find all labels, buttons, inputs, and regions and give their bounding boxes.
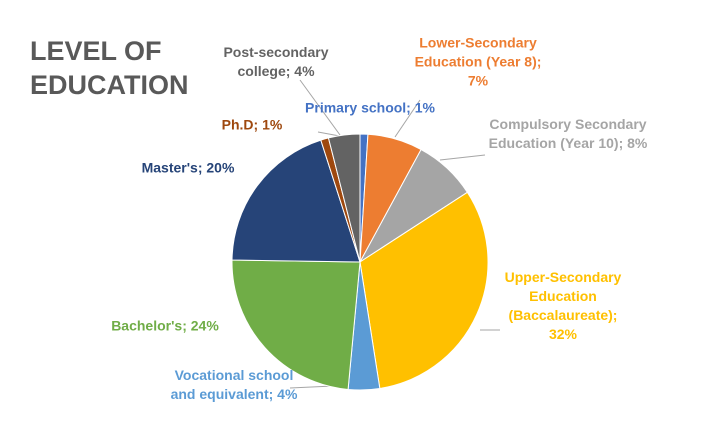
data-label: Compulsory Secondary Education (Year 10)… — [488, 116, 648, 151]
pie-slice — [359, 191, 489, 390]
pie-slice — [231, 139, 361, 263]
pie-slice — [327, 133, 361, 263]
pie-slice — [231, 259, 361, 390]
data-label: Post-secondary college; 4% — [223, 44, 329, 79]
data-label: Master's; 20% — [141, 159, 235, 176]
leader-line — [394, 99, 421, 138]
leader-line — [439, 154, 486, 161]
data-label: Lower-Secondary Education (Year 8); 7% — [414, 34, 542, 89]
chart-title: LEVEL OF EDUCATION — [30, 36, 189, 100]
leader-line — [299, 79, 341, 136]
data-label: Vocational school and equivalent; 4% — [170, 367, 298, 402]
data-label: Bachelor's; 24% — [111, 317, 219, 334]
data-label: Primary school; 1% — [305, 99, 435, 116]
data-label: Ph.D; 1% — [221, 116, 283, 133]
data-label: Upper-Secondary Education (Baccalaureate… — [504, 269, 622, 342]
